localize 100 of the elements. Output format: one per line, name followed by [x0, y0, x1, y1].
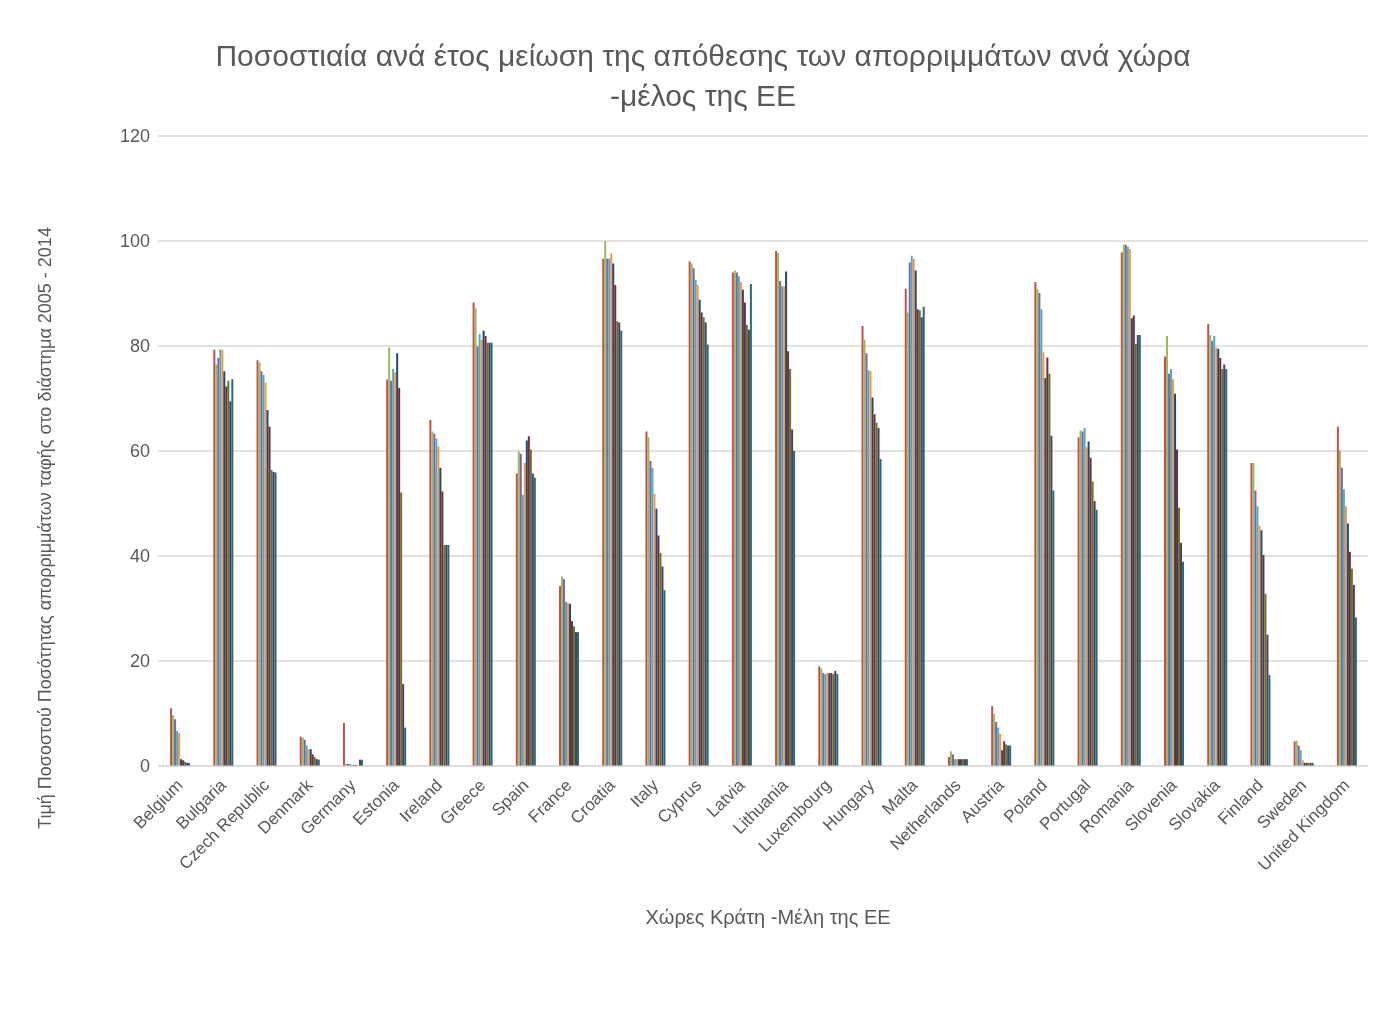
bar	[571, 621, 574, 766]
y-tick-label: 100	[119, 231, 150, 252]
bar	[1344, 506, 1347, 766]
bar	[1264, 593, 1267, 766]
bar	[1050, 435, 1053, 766]
bar	[437, 446, 440, 766]
bar	[645, 431, 648, 766]
bar	[747, 329, 750, 766]
bar	[268, 426, 271, 766]
bar	[1256, 506, 1259, 766]
bar	[1134, 343, 1137, 766]
bar	[663, 590, 666, 766]
bar	[649, 460, 652, 766]
x-axis-title: Χώρες Κράτη -Μέλη της ΕΕ	[644, 906, 892, 929]
bar	[1209, 334, 1212, 766]
bar	[1260, 530, 1263, 766]
bar	[922, 306, 925, 766]
bar	[789, 369, 792, 766]
bar	[398, 388, 401, 766]
bar	[647, 437, 650, 766]
y-tick-label: 120	[119, 126, 150, 147]
bar	[386, 379, 389, 766]
bar	[1219, 358, 1222, 766]
bar	[1048, 373, 1051, 766]
bar	[429, 420, 432, 766]
bar	[1336, 426, 1339, 766]
bar	[1207, 323, 1210, 766]
bar	[1036, 288, 1039, 766]
bar	[700, 312, 703, 766]
bar	[873, 414, 876, 766]
bar	[400, 492, 403, 766]
bar	[1266, 634, 1269, 766]
bar	[791, 429, 794, 766]
bar	[1089, 457, 1092, 766]
bar	[741, 289, 744, 766]
bar	[531, 473, 534, 766]
bar	[342, 722, 345, 766]
bar	[612, 263, 615, 766]
bar	[390, 380, 393, 766]
bar	[1180, 542, 1183, 766]
bar	[435, 438, 438, 766]
bar	[861, 326, 864, 766]
bar	[661, 566, 664, 766]
bar	[749, 284, 752, 766]
bar	[1340, 467, 1343, 766]
bar	[1182, 561, 1185, 766]
bar	[1085, 447, 1088, 766]
bar	[225, 386, 228, 766]
bar	[997, 727, 1000, 766]
bar	[651, 467, 654, 766]
bar	[745, 325, 748, 766]
bar	[474, 308, 477, 766]
bar	[879, 458, 882, 766]
bar	[521, 495, 524, 766]
bar	[229, 401, 232, 766]
bar	[737, 276, 740, 766]
bar	[1225, 369, 1228, 766]
bar	[480, 339, 483, 766]
bar	[610, 253, 613, 766]
bar	[1170, 369, 1173, 766]
bar	[1174, 393, 1177, 766]
bar	[863, 339, 866, 766]
bar	[698, 299, 701, 766]
bar	[1083, 427, 1086, 766]
bar	[793, 451, 796, 766]
bar	[388, 347, 391, 766]
bar	[1095, 509, 1098, 766]
bar	[1354, 617, 1357, 766]
bar	[1176, 449, 1179, 766]
bar	[1348, 551, 1351, 766]
bar	[1168, 373, 1171, 766]
bar	[174, 719, 177, 766]
bar	[787, 351, 790, 766]
bar	[1352, 584, 1355, 766]
bar	[573, 626, 576, 766]
bar	[865, 353, 868, 766]
bar	[559, 585, 562, 766]
bar	[1052, 490, 1055, 766]
bar	[402, 684, 405, 766]
bar	[1254, 490, 1257, 766]
bar	[871, 397, 874, 766]
y-tick-label: 80	[129, 336, 150, 357]
bar	[1178, 507, 1181, 766]
bar	[231, 379, 234, 766]
bar	[659, 552, 662, 766]
bar	[1297, 745, 1300, 766]
bar	[906, 312, 909, 766]
bar	[172, 715, 175, 766]
bar	[1077, 437, 1080, 766]
bar	[1213, 336, 1216, 766]
bar	[223, 371, 226, 766]
bar	[1093, 500, 1096, 766]
bar	[217, 358, 220, 766]
bar	[604, 241, 607, 766]
bar	[1262, 554, 1265, 766]
bar	[515, 473, 518, 766]
bar	[875, 422, 878, 766]
bar	[1268, 675, 1271, 766]
y-tick-label: 0	[139, 756, 150, 777]
bar	[904, 288, 907, 766]
